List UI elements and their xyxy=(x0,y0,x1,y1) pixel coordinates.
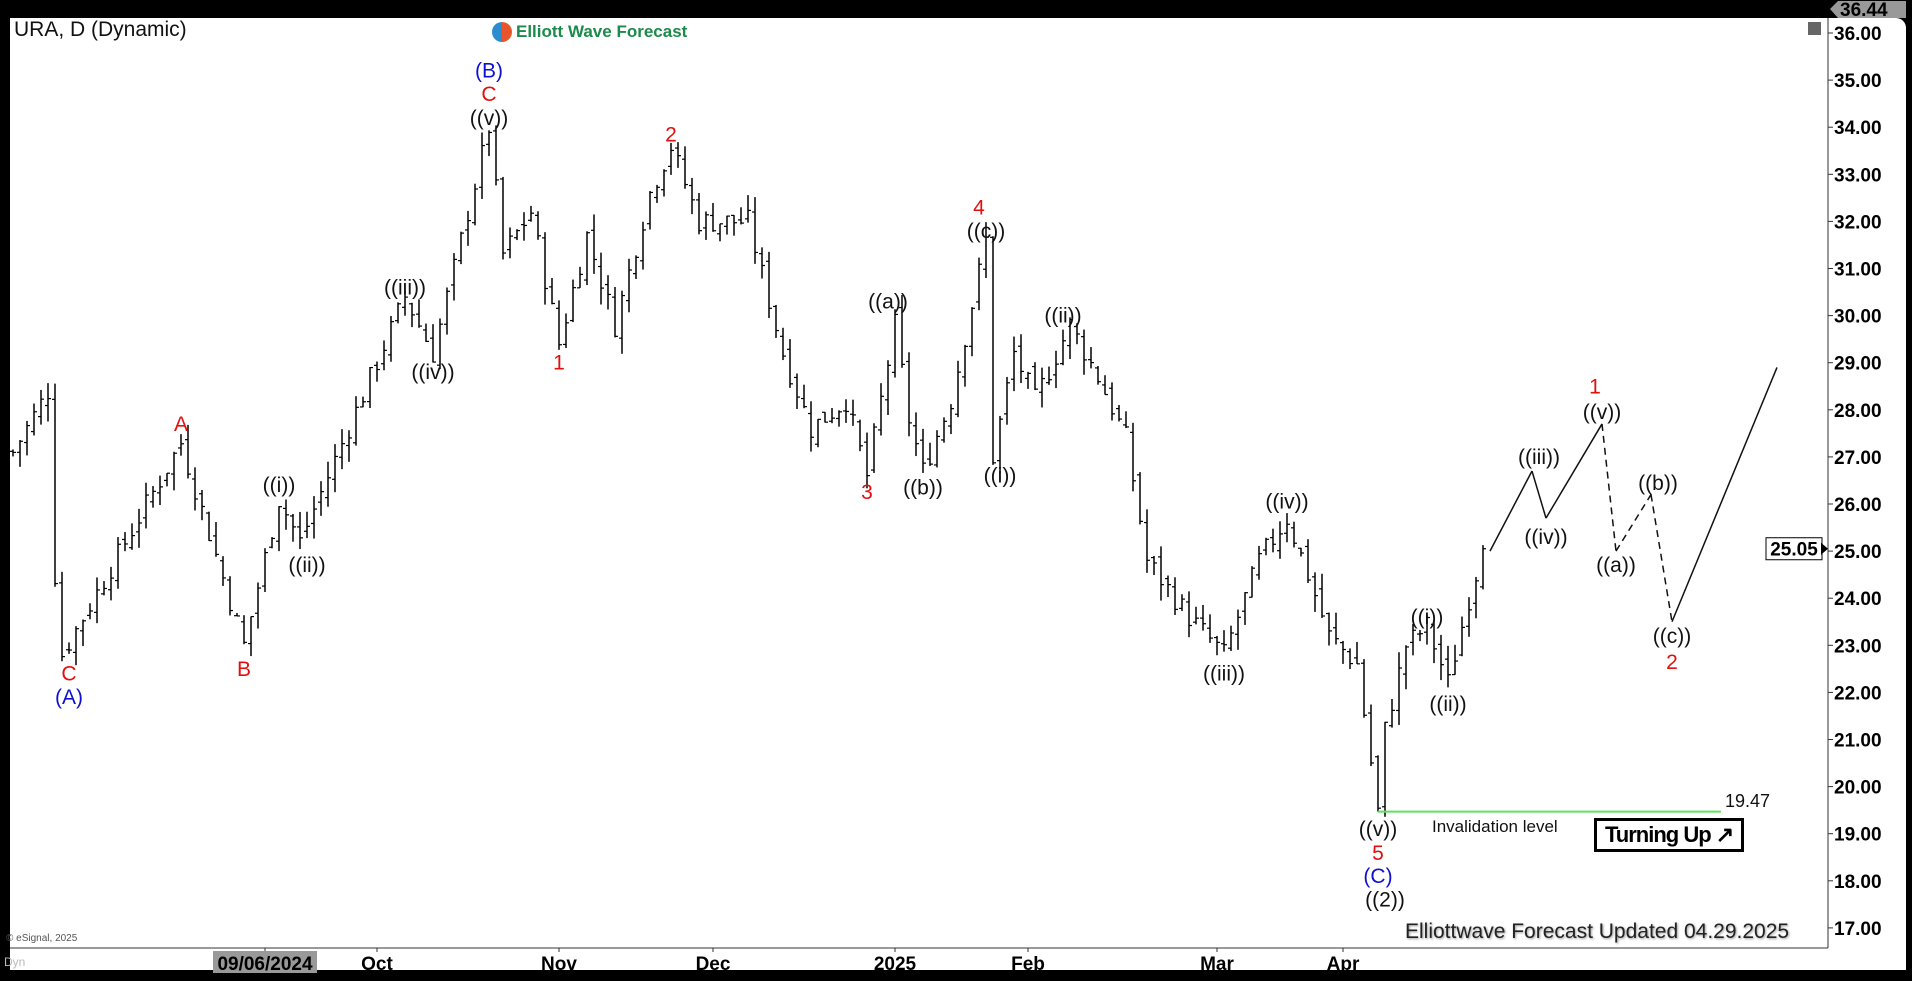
wave-label: (B) xyxy=(475,60,503,83)
x-tick-label: Oct xyxy=(361,954,393,975)
y-tick-label: 32.00 xyxy=(1834,212,1882,233)
y-tick-label: 20.00 xyxy=(1834,778,1882,799)
y-tick-label: 31.00 xyxy=(1834,260,1882,281)
x-tick-label: Feb xyxy=(1011,954,1045,975)
wave-label: ((iv)) xyxy=(411,361,454,384)
forecast-path-segment xyxy=(1489,470,1533,552)
y-tick-label: 21.00 xyxy=(1834,731,1882,752)
y-tick-label: 24.00 xyxy=(1834,589,1882,610)
restore-window-icon[interactable] xyxy=(1808,22,1821,35)
wave-label: ((b)) xyxy=(903,477,943,500)
wave-label: ((b)) xyxy=(1638,472,1678,495)
wave-label: ((ii)) xyxy=(1044,305,1081,328)
forecast-path-segment xyxy=(1601,423,1617,552)
y-tick-label: 22.00 xyxy=(1834,683,1882,704)
wave-label: 2 xyxy=(1666,651,1678,674)
wave-label: ((ii)) xyxy=(1429,693,1466,716)
wave-label: 1 xyxy=(553,352,565,375)
high-price-tag xyxy=(1830,1,1906,18)
turning-up-badge: Turning Up ↗ xyxy=(1594,818,1745,852)
wave-label: B xyxy=(237,658,251,681)
wave-label: ((iv)) xyxy=(1524,526,1567,549)
wave-label: C xyxy=(61,663,76,686)
wave-label: ((i)) xyxy=(263,474,296,497)
y-tick-label: 26.00 xyxy=(1834,495,1882,516)
wave-label: 2 xyxy=(665,123,677,146)
logo-text: Elliott Wave Forecast xyxy=(516,22,688,41)
y-tick-label: 34.00 xyxy=(1834,118,1882,139)
invalidation-label: Invalidation level xyxy=(1432,817,1558,836)
high-price-label: 36.44 xyxy=(1840,0,1888,21)
updated-footer: Elliottwave Forecast Updated 04.29.2025 xyxy=(1405,920,1790,943)
x-tick-label: Mar xyxy=(1200,954,1234,975)
wave-label: ((v)) xyxy=(470,107,508,130)
wave-label: ((ii)) xyxy=(288,554,325,577)
wave-label: 5 xyxy=(1372,842,1384,865)
y-tick-label: 29.00 xyxy=(1834,354,1882,375)
y-tick-label: 17.00 xyxy=(1834,919,1882,940)
wave-label: ((iii)) xyxy=(1518,446,1560,469)
y-tick-label: 35.00 xyxy=(1834,71,1882,92)
wave-label: (A) xyxy=(55,686,83,709)
invalidation-price: 19.47 xyxy=(1725,791,1771,811)
wave-label: A xyxy=(174,413,188,436)
x-tick-label: Apr xyxy=(1327,954,1360,975)
x-tick-label: Dec xyxy=(696,954,731,975)
wave-label: ((2)) xyxy=(1365,889,1405,912)
y-tick-label: 18.00 xyxy=(1834,872,1882,893)
wave-label: (C) xyxy=(1363,865,1392,888)
forecast-path-segment xyxy=(1650,494,1673,622)
last-price-marker xyxy=(1821,542,1828,555)
y-tick-label: 33.00 xyxy=(1834,165,1882,186)
y-tick-label: 27.00 xyxy=(1834,448,1882,469)
y-tick-label: 36.00 xyxy=(1834,24,1882,45)
wave-label: ((v)) xyxy=(1359,818,1397,841)
wave-label: ((c)) xyxy=(1653,625,1691,648)
x-tick-highlight xyxy=(213,951,317,973)
x-tick-label: 2025 xyxy=(874,954,917,975)
forecast-path-segment xyxy=(1545,423,1603,519)
forecast-path-segment xyxy=(1531,470,1547,519)
wave-label: 3 xyxy=(861,481,873,504)
brand-logo: Elliott Wave Forecast xyxy=(492,22,687,42)
logo-icon xyxy=(492,22,512,42)
wave-label: ((a)) xyxy=(868,290,908,313)
x-tick-label: Nov xyxy=(541,954,577,975)
y-tick-label: 25.00 xyxy=(1834,542,1882,563)
copyright: © eSignal, 2025 xyxy=(6,933,78,944)
y-tick-label: 23.00 xyxy=(1834,636,1882,657)
wave-label: ((iii)) xyxy=(1203,663,1245,686)
chart-title: URA, D (Dynamic) xyxy=(14,18,187,41)
wave-label: ((i)) xyxy=(984,465,1017,488)
wave-label: ((a)) xyxy=(1596,554,1636,577)
dyn-toggle[interactable]: Dyn xyxy=(4,955,26,969)
wave-label: ((v)) xyxy=(1583,401,1621,424)
wave-label: ((c)) xyxy=(967,220,1005,243)
x-tick-label: 09/06/2024 xyxy=(217,954,313,975)
last-price-label: 25.05 xyxy=(1770,540,1818,561)
wave-label: ((i)) xyxy=(1411,606,1444,629)
forecast-path-segment xyxy=(1671,367,1778,623)
wave-label: ((iv)) xyxy=(1265,491,1308,514)
wave-label: ((iii)) xyxy=(384,276,426,299)
wave-label: C xyxy=(481,83,496,106)
y-tick-label: 30.00 xyxy=(1834,307,1882,328)
wave-label: 1 xyxy=(1589,375,1601,398)
y-tick-label: 28.00 xyxy=(1834,401,1882,422)
forecast-path-segment xyxy=(1615,494,1652,552)
wave-label: 4 xyxy=(973,196,985,219)
y-tick-label: 19.00 xyxy=(1834,825,1882,846)
